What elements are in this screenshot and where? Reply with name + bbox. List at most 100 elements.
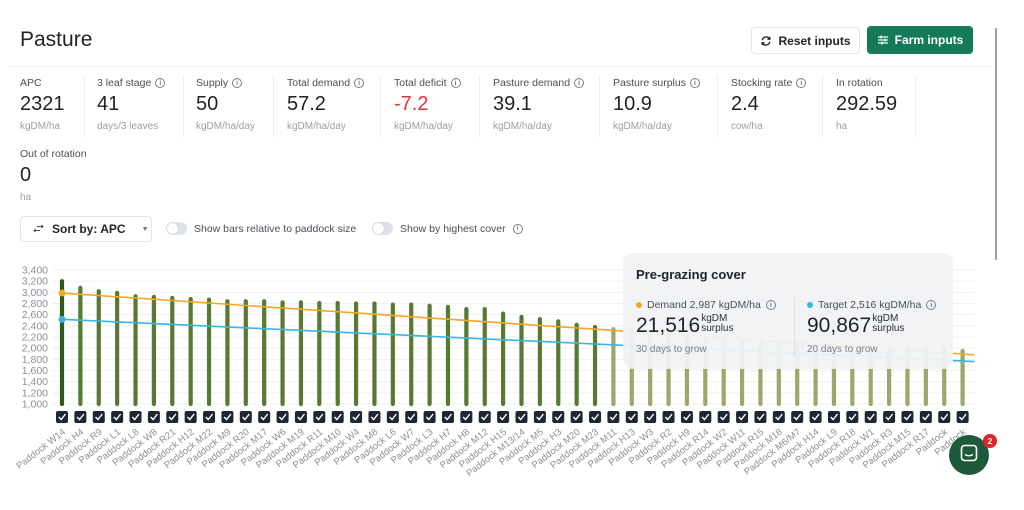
paddock-checkbox[interactable] [166,411,179,423]
info-icon[interactable]: i [512,223,523,234]
paddock-checkbox[interactable] [515,411,528,423]
stat-label: APC [20,77,65,89]
stat-label-text: Pasture demand [493,77,571,89]
paddock-checkbox[interactable] [736,411,749,423]
paddock-checkbox[interactable] [625,411,638,423]
toggle-relative-size[interactable]: Show bars relative to paddock size [166,222,356,235]
stat-label-text: Pasture surplus [613,77,686,89]
paddock-checkbox[interactable] [129,411,142,423]
info-icon[interactable]: i [765,300,776,310]
check-icon [407,413,416,421]
info-icon[interactable]: i [926,300,937,310]
paddock-checkbox[interactable] [92,411,105,423]
info-icon[interactable]: i [689,78,700,88]
paddock-checkbox[interactable] [56,411,68,423]
paddock-checkbox[interactable] [331,411,344,423]
paddock-checkbox[interactable] [184,411,197,423]
paddock-checkbox[interactable] [717,411,730,423]
demand-days: 30 days to grow [636,344,707,355]
y-tick-label: 1,000 [22,399,48,411]
paddock-checkbox[interactable] [313,411,326,423]
check-icon [885,413,894,421]
page-title: Pasture [20,28,93,51]
info-icon[interactable]: i [232,78,243,88]
chat-button[interactable] [949,435,989,475]
toggle-highest-cover[interactable]: Show by highest cover i [372,222,523,235]
y-tick-label: 3,000 [22,287,48,299]
target-summary: Target 2,516 kgDM/ha i 90,867 kgDM surplu… [807,299,937,355]
paddock-checkbox[interactable] [791,411,804,423]
paddock-checkbox[interactable] [441,411,454,423]
toggle-switch[interactable] [372,222,393,235]
paddock-checkbox[interactable] [239,411,252,423]
demand-label: Demand 2,987 kgDM/ha [647,299,761,311]
paddock-checkbox[interactable] [386,411,399,423]
stat-value: 10.9 [613,93,652,115]
scrollbar-thumb[interactable] [995,28,997,260]
paddock-checkbox[interactable] [846,411,859,423]
paddock-checkbox[interactable] [147,411,160,423]
info-icon[interactable]: i [155,78,166,88]
stat-label-text: APC [20,77,42,89]
paddock-checkbox[interactable] [405,411,418,423]
stat-apc: APC 2321 kgDM/ha [20,77,65,139]
info-icon[interactable]: i [450,78,461,88]
check-icon [591,413,600,421]
stat-unit: ha [20,192,32,203]
stat-label: Pasture demand i [493,77,585,89]
stat-label-text: In rotation [836,77,883,89]
paddock-checkbox[interactable] [294,411,307,423]
check-icon [370,413,379,421]
paddock-checkbox[interactable] [956,411,969,423]
target-label: Target 2,516 kgDM/ha [818,299,922,311]
paddock-checkbox[interactable] [570,411,583,423]
paddock-checkbox[interactable] [938,411,951,423]
paddock-checkbox[interactable] [589,411,602,423]
paddock-checkbox[interactable] [221,411,234,423]
paddock-checkbox[interactable] [111,411,124,423]
paddock-checkbox[interactable] [901,411,914,423]
paddock-checkbox[interactable] [699,411,712,423]
info-icon[interactable]: i [354,78,365,88]
y-tick-label: 3,200 [22,276,48,288]
reset-inputs-button[interactable]: Reset inputs [751,27,860,54]
paddock-checkbox[interactable] [809,411,822,423]
check-icon [242,413,250,421]
paddock-checkbox[interactable] [754,411,767,423]
stat-unit: days/3 leaves [97,121,159,132]
sort-dropdown[interactable]: Sort by: APC ▼ [20,216,152,242]
paddock-checkbox[interactable] [460,411,473,423]
paddock-checkbox[interactable] [864,411,877,423]
info-icon[interactable]: i [574,78,585,88]
info-icon[interactable]: i [796,78,807,88]
paddock-checkbox[interactable] [680,411,693,423]
paddock-checkbox[interactable] [478,411,491,423]
toggle-switch[interactable] [166,222,187,235]
paddock-checkbox[interactable] [533,411,546,423]
paddock-checkbox[interactable] [644,411,657,423]
paddock-checkbox[interactable] [772,411,785,423]
stat-value: 0 [20,164,32,186]
paddock-checkbox[interactable] [203,411,216,423]
paddock-checkbox[interactable] [883,411,896,423]
paddock-checkbox[interactable] [607,411,620,423]
paddock-checkbox[interactable] [368,411,381,423]
stat-unit: ha [836,121,848,132]
y-tick-label: 1,800 [22,354,48,366]
paddock-checkbox[interactable] [276,411,289,423]
paddock-checkbox[interactable] [74,411,87,423]
paddock-checkbox[interactable] [919,411,932,423]
paddock-checkbox[interactable] [662,411,675,423]
paddock-checkbox[interactable] [350,411,363,423]
paddock-checkbox[interactable] [827,411,840,423]
paddock-checkbox[interactable] [497,411,510,423]
farm-inputs-button[interactable]: Farm inputs [867,26,973,54]
demand-surplus-value: 21,516 [636,314,701,337]
paddock-checkbox[interactable] [423,411,436,423]
check-icon [205,413,214,421]
header-divider [8,66,992,67]
stat-value: 57.2 [287,93,326,115]
check-icon [756,413,765,421]
paddock-checkbox[interactable] [552,411,565,423]
paddock-checkbox[interactable] [258,411,271,423]
